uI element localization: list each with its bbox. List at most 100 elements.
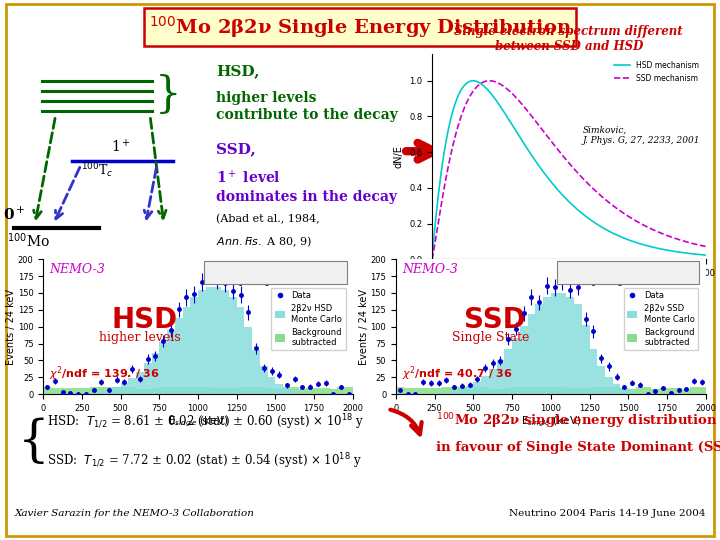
Bar — [74, 388, 82, 394]
Bar — [458, 387, 466, 394]
Bar — [245, 387, 252, 394]
Bar — [559, 387, 567, 394]
Text: {: { — [18, 417, 50, 467]
Bar — [43, 387, 51, 394]
SSD mechanism — [456, 117, 464, 123]
Bar — [598, 366, 605, 394]
Bar — [536, 305, 543, 394]
Bar — [660, 388, 667, 394]
Bar — [299, 393, 307, 394]
Bar — [427, 388, 435, 394]
Legend: HSD mechanism, SSD mechanism: HSD mechanism, SSD mechanism — [611, 58, 702, 86]
Bar — [183, 387, 190, 394]
X-axis label: E$_{single}$ (keV): E$_{single}$ (keV) — [540, 284, 598, 298]
HSD mechanism — [539, 168, 547, 174]
Bar — [237, 307, 245, 394]
Bar — [260, 387, 268, 394]
Bar — [505, 388, 512, 394]
Bar — [675, 388, 683, 394]
Bar — [167, 387, 175, 394]
Bar — [113, 388, 121, 394]
Bar — [512, 388, 520, 394]
Bar — [497, 360, 505, 394]
Bar — [338, 387, 345, 394]
Bar — [314, 388, 322, 394]
Bar — [322, 388, 330, 394]
Text: 4.57 kg.y: 4.57 kg.y — [243, 263, 308, 276]
Bar — [582, 325, 590, 394]
Bar — [291, 391, 299, 394]
Bar — [458, 389, 466, 394]
Bar — [636, 393, 644, 394]
Text: in favour of Single State Dominant (SSD) decay: in favour of Single State Dominant (SSD)… — [436, 442, 720, 455]
Bar — [51, 388, 59, 394]
Bar — [528, 314, 536, 394]
Text: Neutrino 2004 Paris 14-19 June 2004: Neutrino 2004 Paris 14-19 June 2004 — [509, 509, 706, 517]
Bar — [82, 393, 89, 394]
Bar — [442, 393, 450, 394]
HSD mechanism — [428, 256, 436, 262]
Bar — [144, 363, 152, 394]
X-axis label: E$_{single}$ (keV): E$_{single}$ (keV) — [521, 414, 581, 429]
Bar — [567, 388, 574, 394]
Text: Xavier Sarazin for the NEMO-3 Collaboration: Xavier Sarazin for the NEMO-3 Collaborat… — [14, 509, 254, 517]
Bar — [474, 387, 481, 394]
Bar — [520, 326, 528, 394]
Bar — [206, 387, 214, 394]
Bar — [283, 387, 291, 394]
Y-axis label: Events / 24 keV: Events / 24 keV — [359, 289, 369, 365]
Bar — [159, 342, 167, 394]
Bar — [89, 393, 97, 394]
FancyBboxPatch shape — [204, 260, 346, 284]
Bar — [260, 366, 268, 394]
Text: SSD:  $T_{1/2}$ = 7.72 ± 0.02 (stat) ± 0.54 (syst) × 10$^{18}$ y: SSD: $T_{1/2}$ = 7.72 ± 0.02 (stat) ± 0.… — [47, 452, 362, 471]
Bar — [175, 318, 183, 394]
Bar — [690, 387, 698, 394]
Bar — [183, 307, 190, 394]
Bar — [291, 387, 299, 394]
Bar — [206, 287, 214, 394]
Bar — [590, 387, 598, 394]
SSD mechanism — [428, 256, 436, 262]
Bar — [97, 392, 105, 394]
Bar — [644, 387, 652, 394]
SSD mechanism — [616, 207, 624, 214]
Bar — [152, 388, 159, 394]
Bar — [582, 388, 590, 394]
Bar — [190, 298, 198, 394]
Text: }: } — [155, 74, 181, 116]
Bar — [543, 297, 551, 394]
Legend: Data, 2β2ν HSD
Monte Carlo, Background
subtracted: Data, 2β2ν HSD Monte Carlo, Background s… — [271, 288, 346, 350]
Bar — [590, 349, 598, 394]
Bar — [450, 388, 458, 394]
Text: HSD,: HSD, — [216, 64, 259, 78]
Text: higher levels: higher levels — [99, 331, 181, 344]
Bar — [159, 388, 167, 394]
Bar — [636, 387, 644, 394]
Bar — [330, 389, 338, 394]
Bar — [229, 298, 237, 394]
Bar — [605, 387, 613, 394]
Bar — [528, 387, 536, 394]
Bar — [435, 393, 442, 394]
Bar — [276, 384, 283, 394]
HSD mechanism — [642, 242, 650, 248]
Text: $^{100}$Mo 2β2ν Single Energy Distribution: $^{100}$Mo 2β2ν Single Energy Distributi… — [148, 14, 572, 40]
Bar — [551, 388, 559, 394]
Bar — [621, 388, 628, 394]
Bar — [121, 383, 128, 394]
FancyBboxPatch shape — [557, 260, 699, 284]
Bar — [505, 349, 512, 394]
Bar — [412, 388, 419, 394]
Bar — [551, 293, 559, 394]
Text: $^{100}$T$_c$: $^{100}$T$_c$ — [81, 161, 113, 180]
Text: E$_1$ + E$_2$ > 2 MeV: E$_1$ + E$_2$ > 2 MeV — [584, 275, 672, 289]
Text: $\chi^2$/ndf = 40.7 / 36: $\chi^2$/ndf = 40.7 / 36 — [402, 365, 513, 383]
Bar — [628, 389, 636, 394]
Bar — [252, 350, 260, 394]
Bar — [489, 369, 497, 394]
Y-axis label: Events / 24 keV: Events / 24 keV — [6, 289, 17, 365]
SSD mechanism — [642, 223, 650, 230]
Bar — [683, 389, 690, 394]
Text: HSD:  $T_{1/2}$ = 8.61 ± 0.02 (stat) ± 0.60 (syst) × 10$^{18}$ y: HSD: $T_{1/2}$ = 8.61 ± 0.02 (stat) ± 0.… — [47, 413, 364, 432]
